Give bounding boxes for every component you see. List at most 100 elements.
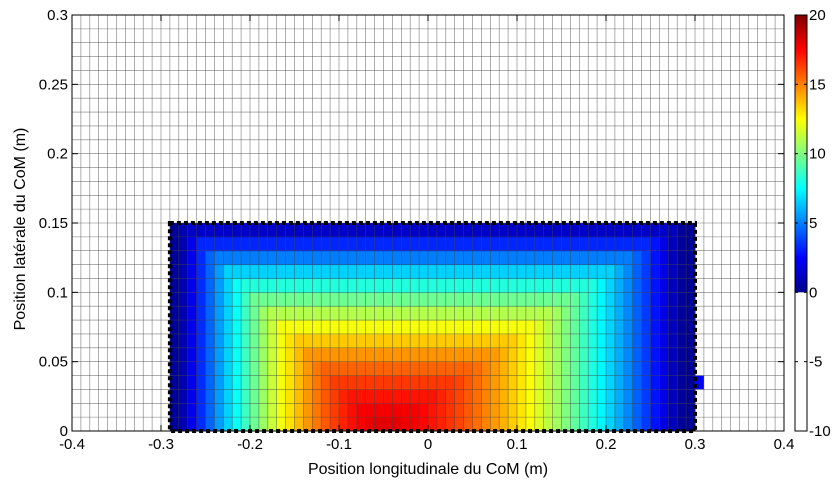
heatmap-cell bbox=[579, 306, 589, 321]
heatmap-cell bbox=[463, 375, 473, 390]
heatmap-cell bbox=[339, 333, 349, 349]
heatmap-cell bbox=[383, 250, 393, 266]
heatmap-cell bbox=[419, 236, 429, 252]
heatmap-cell bbox=[543, 320, 554, 335]
heatmap-cell bbox=[650, 320, 660, 335]
heatmap-cell bbox=[552, 292, 562, 307]
heatmap-cell bbox=[223, 236, 233, 252]
heatmap-cell bbox=[232, 250, 242, 266]
heatmap-cell bbox=[463, 333, 473, 349]
heatmap-cell bbox=[436, 278, 447, 293]
heatmap-cell bbox=[490, 292, 500, 307]
heatmap-cell bbox=[659, 292, 669, 307]
heatmap-cell bbox=[606, 403, 616, 418]
heatmap-cell bbox=[508, 403, 518, 418]
heatmap-cell bbox=[623, 347, 634, 363]
colorbar-tick-label: 10 bbox=[809, 146, 826, 163]
heatmap-cell bbox=[534, 333, 545, 349]
heatmap-cell bbox=[534, 320, 545, 335]
heatmap-cell bbox=[454, 250, 465, 266]
x-tick-label: 0.3 bbox=[685, 436, 706, 453]
heatmap-cell bbox=[401, 333, 411, 349]
heatmap-cell bbox=[650, 389, 660, 404]
heatmap-cell bbox=[392, 403, 402, 418]
heatmap-cell bbox=[570, 306, 580, 321]
heatmap-cell bbox=[597, 347, 607, 363]
heatmap-cell bbox=[392, 278, 402, 293]
heatmap-cell bbox=[339, 278, 349, 293]
heatmap-cell bbox=[588, 389, 598, 404]
heatmap-cell bbox=[401, 236, 411, 252]
heatmap-cell bbox=[445, 320, 456, 335]
heatmap-cell bbox=[339, 306, 349, 321]
heatmap-cell bbox=[614, 306, 625, 321]
heatmap-cell bbox=[686, 347, 696, 363]
heatmap-cell bbox=[579, 223, 589, 238]
heatmap-cell bbox=[276, 278, 287, 293]
heatmap-cell bbox=[552, 361, 562, 377]
heatmap-cell bbox=[650, 236, 660, 252]
heatmap-cell bbox=[365, 333, 376, 349]
heatmap-cell bbox=[312, 403, 322, 418]
heatmap-cell bbox=[232, 403, 242, 418]
heatmap-cell bbox=[232, 292, 242, 307]
heatmap-cell bbox=[534, 389, 545, 404]
heatmap-cell bbox=[241, 292, 251, 307]
heatmap-cell bbox=[196, 320, 206, 335]
heatmap-cell bbox=[525, 389, 536, 404]
heatmap-cell bbox=[169, 320, 180, 335]
heatmap-cell bbox=[570, 347, 580, 363]
heatmap-cell bbox=[392, 389, 402, 404]
heatmap-cell bbox=[285, 333, 295, 349]
heatmap-cell bbox=[401, 347, 411, 363]
heatmap-cell bbox=[428, 417, 438, 432]
heatmap-cell bbox=[614, 264, 625, 279]
heatmap-cell bbox=[668, 389, 678, 404]
heatmap-cell bbox=[579, 403, 589, 418]
colorbar-tick-label: -10 bbox=[809, 423, 831, 440]
heatmap-cell bbox=[356, 236, 367, 252]
heatmap-cell bbox=[303, 236, 313, 252]
heatmap-cell bbox=[534, 264, 545, 279]
heatmap-cell bbox=[267, 320, 278, 335]
heatmap-cell bbox=[517, 306, 527, 321]
heatmap-cell bbox=[650, 292, 660, 307]
heatmap-cell bbox=[668, 306, 678, 321]
heatmap-cell bbox=[668, 320, 678, 335]
heatmap-cell bbox=[472, 223, 482, 238]
heatmap-cell bbox=[570, 403, 580, 418]
heatmap-cell bbox=[347, 347, 358, 363]
heatmap-cell bbox=[597, 292, 607, 307]
colorbar-tick-label: 20 bbox=[809, 7, 826, 24]
heatmap-cell bbox=[374, 403, 384, 418]
heatmap-cell bbox=[517, 320, 527, 335]
heatmap-cell bbox=[472, 361, 482, 377]
heatmap-cell bbox=[481, 223, 491, 238]
heatmap-cell bbox=[570, 250, 580, 266]
heatmap-cell bbox=[632, 292, 643, 307]
heatmap-cell bbox=[445, 389, 456, 404]
heatmap-cell bbox=[428, 389, 438, 404]
heatmap-cell bbox=[588, 264, 598, 279]
heatmap-cell bbox=[686, 361, 696, 377]
heatmap-cell bbox=[241, 278, 251, 293]
heatmap-cell bbox=[561, 250, 571, 266]
heatmap-cell bbox=[321, 403, 331, 418]
y-tick-label: 0.15 bbox=[39, 215, 68, 232]
heatmap-cell bbox=[214, 347, 224, 363]
heatmap-cell bbox=[276, 320, 287, 335]
heatmap-cell bbox=[508, 333, 518, 349]
heatmap-cell bbox=[196, 236, 206, 252]
heatmap-cell bbox=[517, 389, 527, 404]
heatmap-cell bbox=[570, 236, 580, 252]
heatmap-cell bbox=[508, 223, 518, 238]
heatmap-cell bbox=[347, 278, 358, 293]
heatmap-cell bbox=[597, 375, 607, 390]
heatmap-cell bbox=[285, 361, 295, 377]
heatmap-cell bbox=[641, 236, 651, 252]
heatmap-cell bbox=[303, 223, 313, 238]
heatmap-cell bbox=[214, 292, 224, 307]
heatmap-cell bbox=[570, 333, 580, 349]
heatmap-cell bbox=[383, 403, 393, 418]
x-tick-label: 0.1 bbox=[507, 436, 528, 453]
